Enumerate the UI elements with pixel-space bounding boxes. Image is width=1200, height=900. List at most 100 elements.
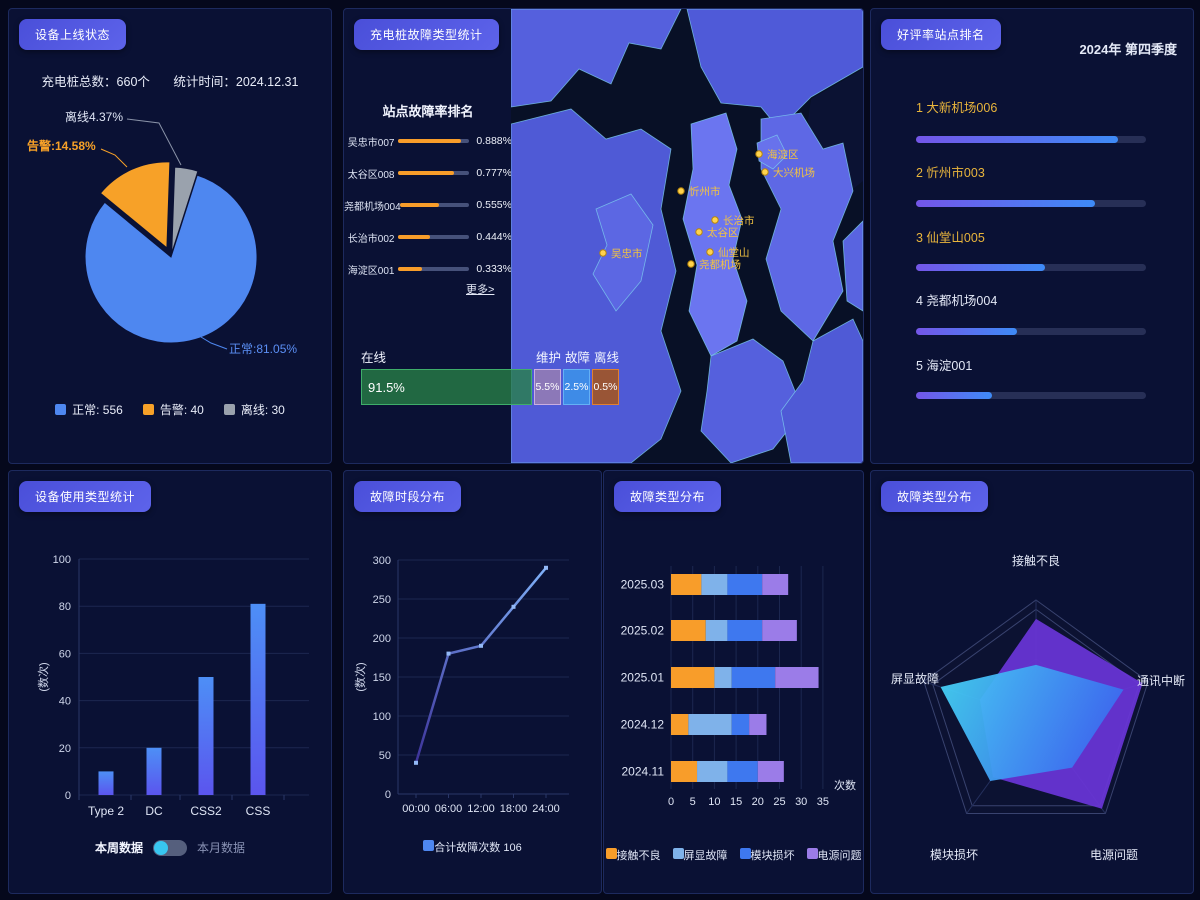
usage-bar-CSS2[interactable] [198,677,214,795]
stacked-legend-item[interactable]: 模块损坏 [739,847,795,863]
site-rank-bar[interactable] [398,235,430,239]
status-segment-online[interactable]: 91.5% [361,369,532,405]
y-category-label: 2025.01 [621,671,665,685]
stack-segment-2025.02-接触不良[interactable] [671,620,706,641]
data-period-toggle[interactable] [153,839,187,856]
pie-slice-告警[interactable] [99,161,171,249]
stack-segment-2025.01-电源问题[interactable] [775,667,819,688]
stack-segment-2025.02-电源问题[interactable] [762,620,797,641]
pie-legend-item[interactable]: 正常: 556 [55,401,123,418]
usage-bar-DC[interactable] [146,747,162,795]
site-rank-bar[interactable] [398,171,454,175]
y-tick-label: 0 [385,789,391,801]
toggle-right-label[interactable]: 本月数据 [197,841,246,855]
stacked-legend-item[interactable]: 电源问题 [806,847,862,863]
site-rank-name: 长治市002 [347,233,395,245]
legend-marker [55,404,67,415]
map-marker-仙堂山[interactable] [706,248,714,256]
map-marker-尧都机场[interactable] [687,260,695,268]
panel-title-text: 故障类型分布 [630,490,706,504]
map-marker-吴忠市[interactable] [599,249,607,257]
usage-bar-Type 2[interactable] [98,771,114,795]
status-segment-maint[interactable]: 5.5% [534,369,561,405]
stack-segment-2024.11-接触不良[interactable] [671,761,698,782]
panel-device-status: 设备上线状态 充电桩总数：660个 统计时间：2024.12.31 离线4.37… [8,8,332,464]
status-segment-off[interactable]: 0.5% [592,369,619,405]
line-point-18:00[interactable] [511,604,516,609]
stack-segment-2024.11-电源问题[interactable] [757,761,784,782]
radar-area-cyan[interactable] [940,664,1124,781]
pie-slice-正常[interactable] [84,174,258,344]
x-tick-label: 25 [773,796,785,808]
stacked-legend-item[interactable]: 接触不良 [605,847,661,863]
stack-segment-2024.12-屏显故障[interactable] [688,714,732,735]
stack-segment-2025.03-接触不良[interactable] [671,574,702,595]
rating-rank-bar[interactable] [916,392,992,399]
panel-fault-type-bar: 故障类型分布 0 5 10 15 20 25 30 35 次数 2025.03 2025.02 202… [603,470,864,894]
site-rank-bar[interactable] [400,203,439,207]
fault-type-stacked-chart: 0 5 10 15 20 25 30 35 次数 2025.03 2025.02 2025.01 202… [621,566,856,808]
rating-rank-track [916,392,1146,399]
map-marker-海淀区[interactable] [755,150,763,158]
rating-rank-bar[interactable] [916,200,1096,207]
line-point-00:00[interactable] [414,760,418,765]
site-rank-bar[interactable] [398,267,423,271]
line-legend[interactable]: 合计故障次数 106 [344,839,601,855]
legend-marker [672,848,684,859]
stack-segment-2024.11-模块损坏[interactable] [727,761,758,782]
line-point-06:00[interactable] [446,651,451,656]
rating-rank-bar[interactable] [916,264,1045,271]
more-link[interactable]: 更多> [466,284,495,296]
stack-segment-2025.03-电源问题[interactable] [762,574,789,595]
panel-title-text: 充电桩故障类型统计 [370,28,483,42]
pie-legend-item[interactable]: 离线: 30 [223,401,285,418]
map-marker-太谷区[interactable] [695,228,703,236]
stack-segment-2024.12-模块损坏[interactable] [731,714,750,735]
x-tick-label: 06:00 [435,803,463,815]
x-tick-label: Type 2 [88,804,124,818]
map-regions [511,9,863,463]
stack-segment-2025.02-模块损坏[interactable] [727,620,763,641]
toggle-left-label[interactable]: 本周数据 [94,841,143,855]
map-marker-忻州市[interactable] [677,187,685,195]
pie-stats-line: 充电桩总数：660个 统计时间：2024.12.31 [9,71,331,90]
line-point-24:00[interactable] [544,565,548,570]
rating-rank-track [916,200,1146,207]
panel-title-fault-stats: 充电桩故障类型统计 [354,19,499,50]
stack-segment-2024.12-电源问题[interactable] [749,714,767,735]
stack-segment-2025.03-屏显故障[interactable] [701,574,728,595]
panel-fault-type-radar: 故障类型分布 接触不良 通讯中断 电源问题 模块损坏 屏显故障 [870,470,1194,894]
pie-slice-离线[interactable] [171,166,199,254]
stack-segment-2025.01-模块损坏[interactable] [731,667,776,688]
stack-segment-2025.01-屏显故障[interactable] [714,667,732,688]
map-marker-大兴机场[interactable] [761,168,769,176]
site-rank-track [400,203,470,207]
radar-axis-label-模块损坏: 模块损坏 [930,848,978,862]
stack-segment-2025.03-模块损坏[interactable] [727,574,763,595]
panel-title-fault-time: 故障时段分布 [354,481,462,512]
site-rank-bar[interactable] [398,139,462,143]
status-segment-fault[interactable]: 2.5% [563,369,590,405]
total-count-label: 充电桩总数：660个 [41,75,150,89]
y-tick-label: 100 [373,711,391,723]
y-tick-label: 20 [59,743,71,755]
map-marker-长治市[interactable] [711,216,719,224]
stack-segment-2025.02-屏显故障[interactable] [705,620,728,641]
radar-axis-label-屏显故障: 屏显故障 [891,671,939,686]
legend-marker [605,848,617,859]
stack-segment-2024.11-屏显故障[interactable] [697,761,728,782]
pie-legend-item[interactable]: 告警: 40 [142,401,204,418]
panel-title-text: 好评率站点排名 [897,28,985,42]
fault-time-line[interactable] [414,566,547,764]
line-point-12:00[interactable] [479,643,483,648]
stack-segment-2024.12-接触不良[interactable] [671,714,689,735]
rating-rank-bar[interactable] [916,136,1119,143]
site-rank-value: 0.333% [476,263,512,275]
rating-rank-bar[interactable] [916,328,1018,335]
map-label-大兴机场: 大兴机场 [773,166,815,179]
stacked-legend-item[interactable]: 屏显故障 [672,847,728,863]
usage-bar-CSS[interactable] [250,603,266,795]
status-bar: 91.5% 5.5% 2.5% 0.5% [361,369,619,405]
stack-segment-2025.01-接触不良[interactable] [671,667,715,688]
